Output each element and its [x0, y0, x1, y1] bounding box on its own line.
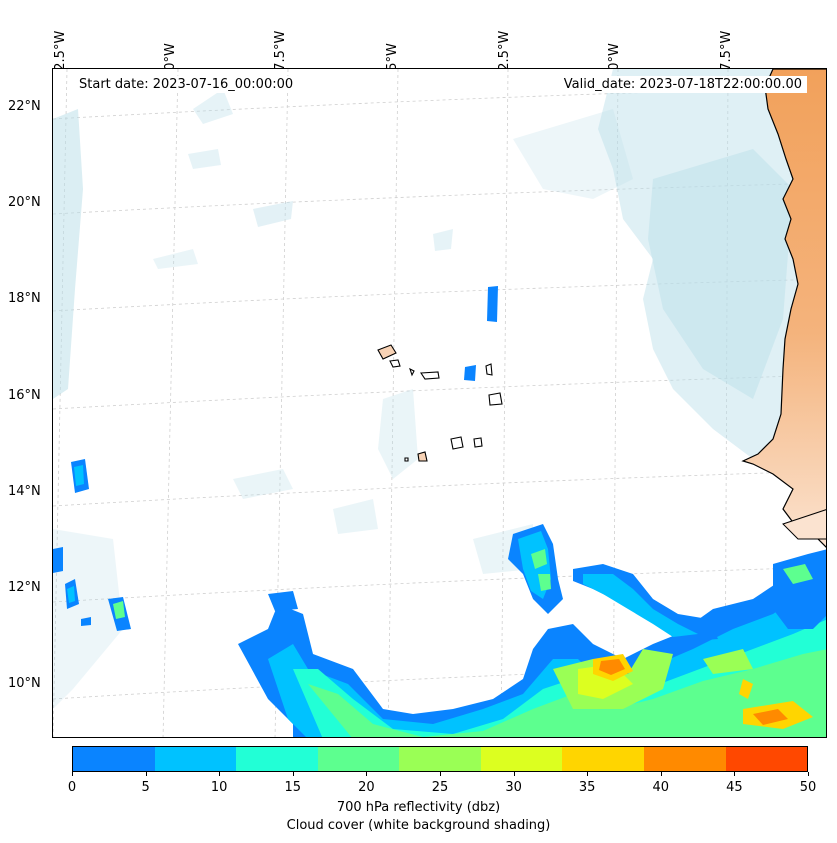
colorbar-tick-label: 15 — [284, 780, 302, 795]
colorbar-segment — [73, 747, 155, 771]
colorbar-tick-label: 50 — [799, 780, 817, 795]
cloud-cover-shading — [53, 69, 826, 709]
colorbar-label-primary: 700 hPa reflectivity (dbz) — [336, 800, 501, 815]
reflectivity-colorbar — [72, 746, 808, 772]
colorbar-tick-mark — [513, 772, 515, 776]
colorbar-segment — [725, 747, 808, 771]
start-date-annotation: Start date: 2023-07-16_00:00:00 — [74, 76, 299, 93]
colorbar-segment — [236, 747, 318, 771]
map-panel — [52, 68, 827, 738]
latitude-label: 10°N — [8, 676, 41, 691]
latitude-label: 22°N — [8, 99, 41, 114]
colorbar-tick-label: 35 — [578, 780, 596, 795]
colorbar-tick-mark — [734, 772, 736, 776]
colorbar-tick-mark — [587, 772, 589, 776]
colorbar-tick-mark — [145, 772, 147, 776]
colorbar-segment — [154, 747, 237, 771]
colorbar-tick-label: 10 — [210, 780, 228, 795]
valid-date-annotation: Valid_date: 2023-07-18T22:00:00.00 — [558, 76, 807, 93]
colorbar-tick-label: 25 — [431, 780, 449, 795]
cape-verde-islands — [377, 344, 503, 462]
colorbar-tick-mark — [219, 772, 221, 776]
colorbar-tick-mark — [660, 772, 662, 776]
colorbar-segment — [480, 747, 563, 771]
latitude-label: 20°N — [8, 195, 41, 210]
colorbar-segment — [643, 747, 726, 771]
latitude-label: 16°N — [8, 388, 41, 403]
colorbar-tick-label: 40 — [652, 780, 670, 795]
colorbar-tick-mark — [366, 772, 368, 776]
colorbar-tick-label: 0 — [67, 780, 77, 795]
colorbar-tick-label: 45 — [726, 780, 743, 795]
colorbar-tick-label: 5 — [141, 780, 150, 795]
colorbar-tick-mark — [292, 772, 294, 776]
colorbar-tick-mark — [808, 772, 809, 776]
colorbar-segment — [399, 747, 481, 771]
colorbar-tick-label: 20 — [358, 780, 375, 795]
reflectivity-field — [53, 286, 826, 737]
colorbar-segment — [562, 747, 644, 771]
map-canvas — [53, 69, 826, 737]
latitude-label: 12°N — [8, 580, 41, 595]
colorbar-label-secondary: Cloud cover (white background shading) — [286, 818, 551, 833]
coast-gambia — [782, 509, 826, 540]
latitude-label: 18°N — [8, 291, 41, 306]
latitude-label: 14°N — [8, 484, 41, 499]
colorbar-segment — [317, 747, 400, 771]
colorbar-tick-mark — [440, 772, 441, 776]
colorbar-tick-label: 30 — [505, 780, 522, 795]
colorbar-tick-mark — [72, 772, 73, 776]
